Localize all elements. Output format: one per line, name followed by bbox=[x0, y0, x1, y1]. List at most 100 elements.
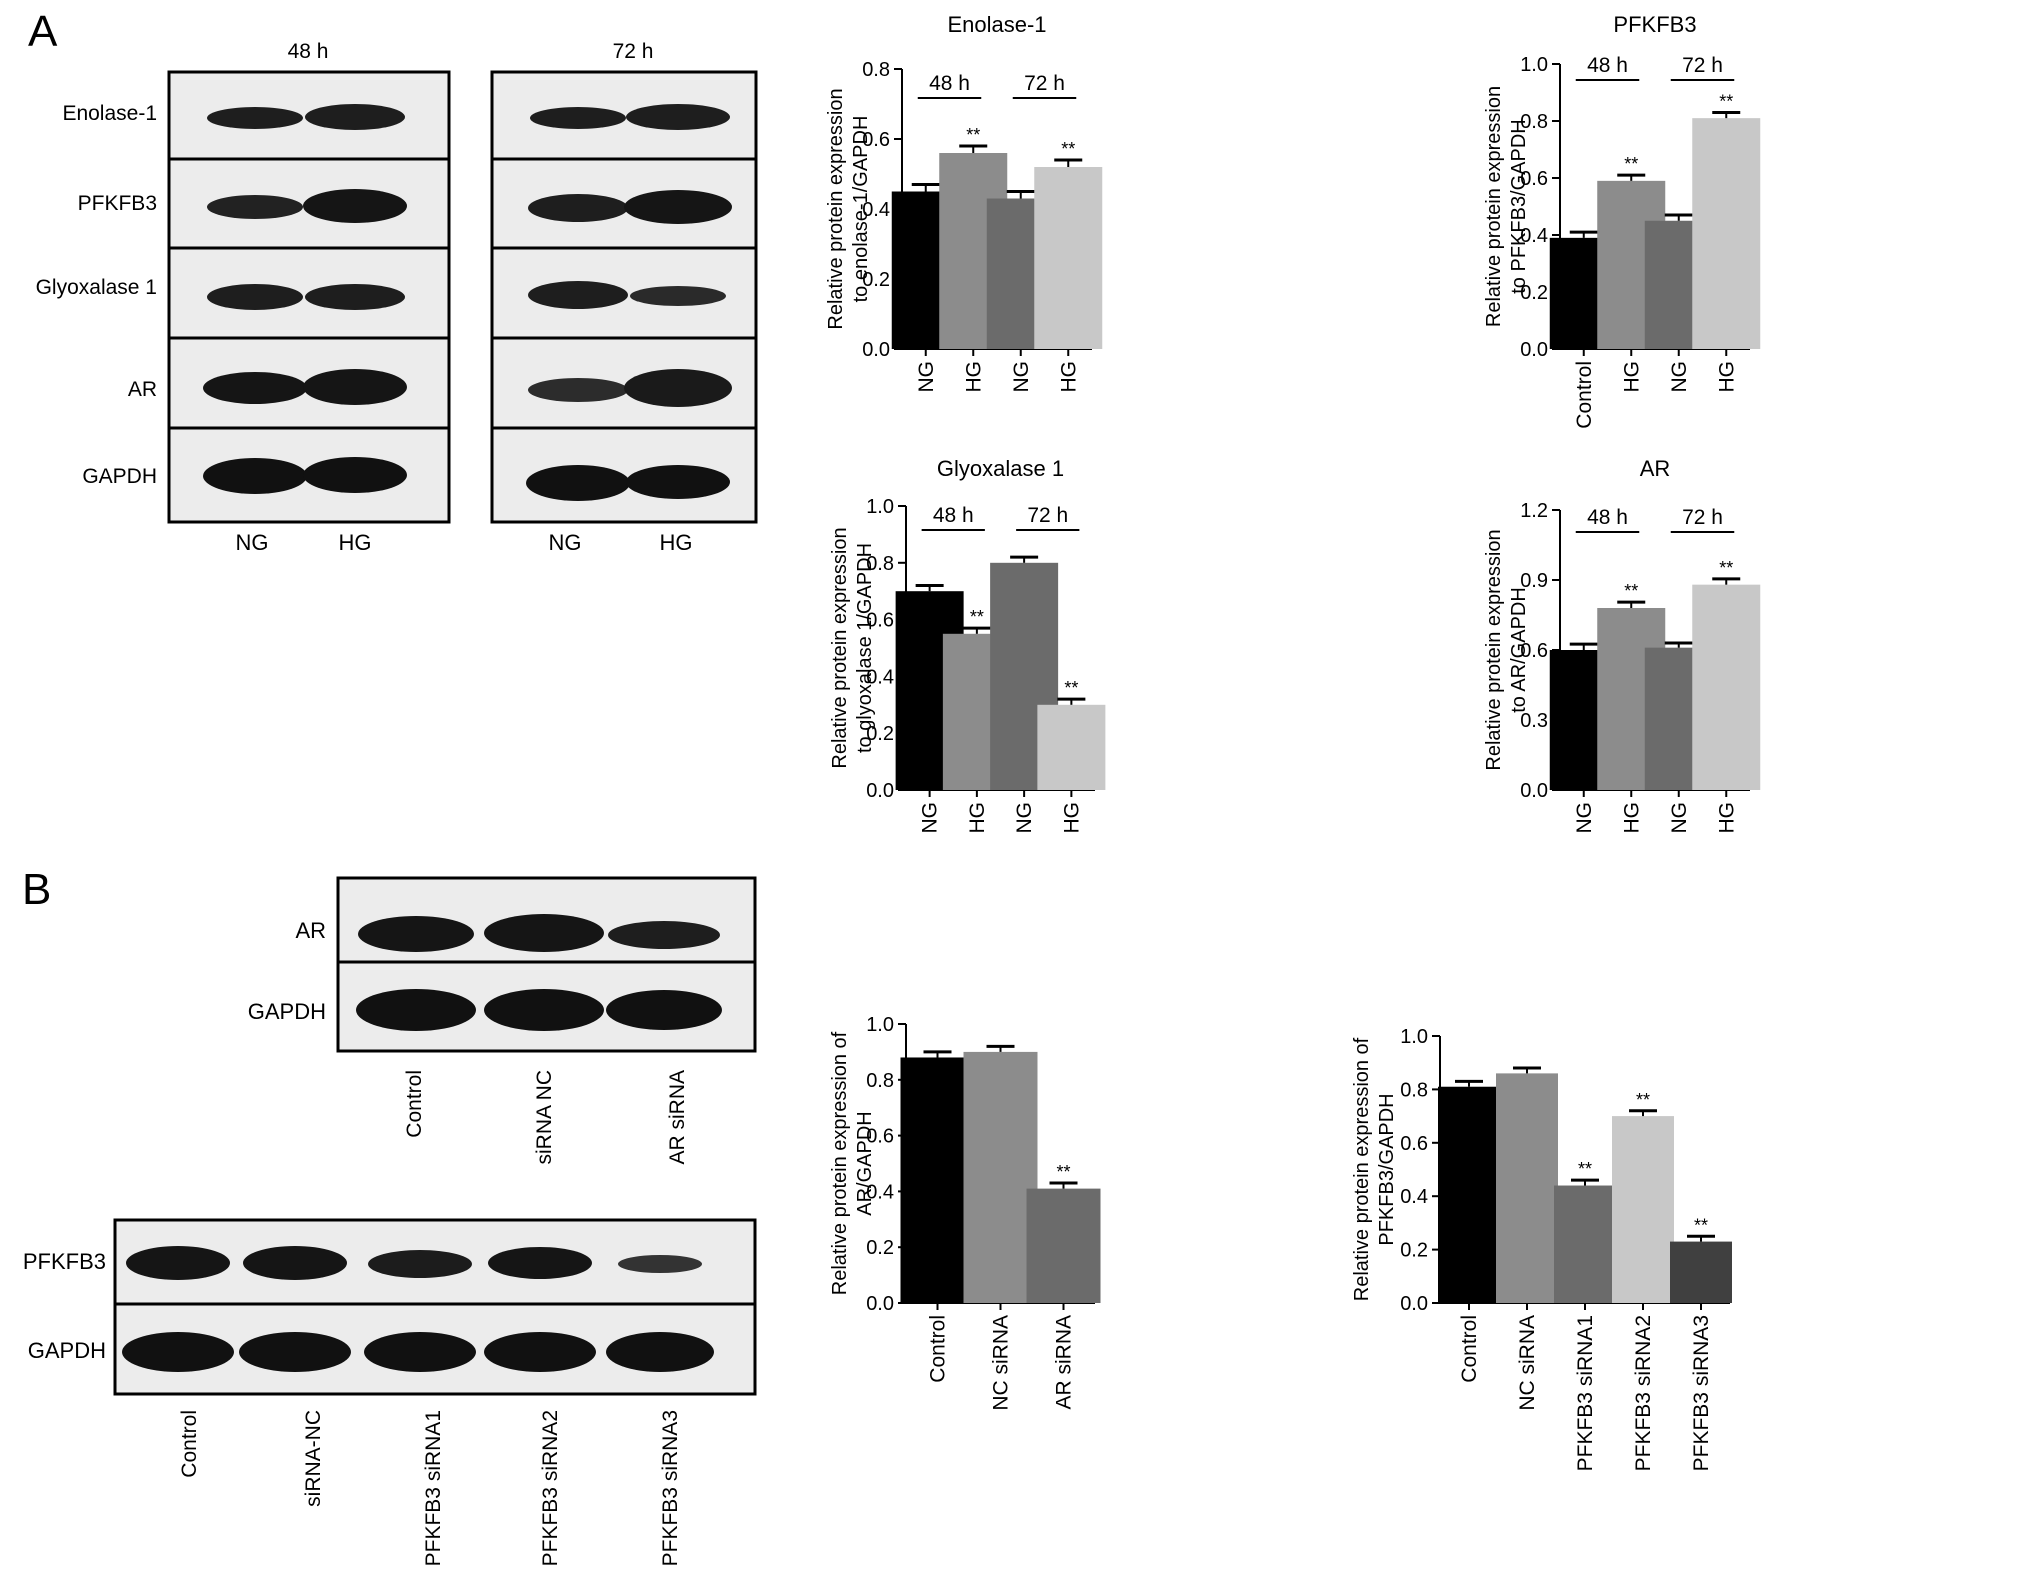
blot-row-label: GAPDH bbox=[28, 1338, 106, 1363]
y-tick-label: 0.8 bbox=[866, 1070, 894, 1092]
error-bar bbox=[1617, 173, 1646, 181]
blot-row-label: AR bbox=[128, 378, 157, 401]
blot-band bbox=[303, 189, 407, 223]
blot-band bbox=[305, 284, 405, 310]
blot-band bbox=[207, 107, 303, 129]
y-axis-label-line: to PFKFB3/GAPDH bbox=[1508, 119, 1530, 294]
y-tick-label: 0.3 bbox=[1520, 710, 1548, 732]
bar-chart-2: PFKFB3 0.0 0.2 0.4 0.6 0.8 1.0 Relative protein… bbox=[1483, 12, 1761, 429]
bar bbox=[1496, 1073, 1558, 1303]
blot-lane-label: PFKFB3 siRNA3 bbox=[659, 1410, 682, 1566]
blot-lane-label: HG bbox=[660, 530, 693, 555]
y-tick-label: 0.0 bbox=[866, 1293, 894, 1315]
blot-band bbox=[356, 989, 476, 1031]
x-tick-label: HG bbox=[962, 361, 985, 393]
blot-lane-label: siRNA-NC bbox=[302, 1410, 325, 1507]
x-tick-label: Control bbox=[1458, 1315, 1481, 1383]
panel-label-b: B bbox=[22, 865, 51, 914]
chart-title: Glyoxalase 1 bbox=[937, 456, 1064, 481]
blot-lane-label: Control bbox=[403, 1070, 426, 1138]
blot-band bbox=[368, 1250, 472, 1278]
blot-band bbox=[608, 921, 720, 949]
blot-b-pfkfb3: PFKFB3 GAPDH Control siRNA-NC PFKFB3 siR… bbox=[23, 1218, 757, 1566]
blot-band bbox=[626, 465, 730, 499]
y-axis-label: Relative protein expression to AR/GAPDH bbox=[1483, 529, 1530, 770]
blot-band bbox=[303, 457, 407, 493]
x-tick-label: Control bbox=[1573, 361, 1596, 429]
error-bar bbox=[1513, 1066, 1541, 1074]
x-tick-label: HG bbox=[1060, 802, 1083, 834]
blot-band bbox=[618, 1255, 702, 1273]
y-axis-label-line: to glyoxalase 1/GAPDH bbox=[854, 543, 876, 753]
blot-band bbox=[626, 104, 730, 130]
y-axis-label: Relative protein expression to glyoxalase… bbox=[829, 527, 876, 768]
y-axis-label-line: to enolase-1/GAPDH bbox=[850, 116, 872, 303]
bar-chart-4: AR 0.0 0.3 0.6 0.9 1.2 Relative protein expres… bbox=[1483, 456, 1761, 834]
blot-row-label: Glyoxalase 1 bbox=[36, 276, 157, 299]
bar-chart-1: Enolase-1 0.0 0.2 0.4 0.6 0.8 Relative protein… bbox=[825, 12, 1103, 393]
blot-row-label: PFKFB3 bbox=[78, 192, 157, 215]
y-tick-label: 0.8 bbox=[1400, 1079, 1428, 1101]
error-bar bbox=[1712, 577, 1741, 585]
y-tick-label: 0.4 bbox=[866, 1181, 894, 1203]
blot-band bbox=[358, 916, 474, 952]
x-tick-label: NG bbox=[1010, 361, 1033, 393]
y-tick-label: 1.0 bbox=[866, 1014, 894, 1036]
blot-lane-label: PFKFB3 siRNA1 bbox=[422, 1410, 445, 1566]
group-label: 48 h bbox=[933, 504, 974, 527]
x-tick-label: NG bbox=[915, 361, 938, 393]
blot-row-label: GAPDH bbox=[248, 999, 326, 1024]
y-tick-label: 0.6 bbox=[1520, 168, 1548, 190]
y-axis-label-line: Relative protein expression bbox=[1483, 86, 1505, 327]
significance-mark: ** bbox=[1624, 154, 1638, 174]
y-tick-label: 0.6 bbox=[866, 610, 894, 632]
x-tick-label: Control bbox=[927, 1315, 950, 1383]
x-tick-label: HG bbox=[1620, 802, 1643, 834]
y-tick-label: 0.8 bbox=[1520, 111, 1548, 133]
blot-band bbox=[203, 458, 307, 494]
y-axis-label: Relative protein expression to enolase-1/… bbox=[825, 88, 872, 329]
y-tick-label: 0.2 bbox=[1400, 1240, 1428, 1262]
x-tick-label: NG bbox=[1668, 802, 1691, 834]
blot-time-label-72h: 72 h bbox=[613, 40, 654, 63]
error-bar bbox=[1054, 158, 1083, 167]
significance-mark: ** bbox=[1636, 1090, 1650, 1110]
error-bar bbox=[962, 626, 991, 634]
blot-band bbox=[243, 1246, 347, 1280]
y-tick-label: 1.0 bbox=[1520, 54, 1548, 76]
bar bbox=[1037, 704, 1106, 790]
y-axis-label-line: to AR/GAPDH bbox=[1508, 587, 1530, 713]
bar bbox=[963, 1051, 1038, 1303]
error-bar bbox=[1687, 1234, 1715, 1242]
blot-band bbox=[488, 1247, 592, 1279]
significance-mark: ** bbox=[1061, 139, 1075, 159]
y-tick-label: 0.4 bbox=[1400, 1186, 1428, 1208]
error-bar bbox=[1629, 1109, 1657, 1117]
blot-band bbox=[606, 1332, 714, 1372]
blot-band bbox=[484, 1332, 596, 1372]
x-tick-label: NC siRNA bbox=[1516, 1315, 1539, 1411]
y-axis-label: Relative protein expression to PFKFB3/GAP… bbox=[1483, 86, 1530, 327]
x-tick-label: NG bbox=[1668, 361, 1691, 393]
x-tick-label: HG bbox=[1620, 361, 1643, 393]
y-tick-label: 0.0 bbox=[1520, 780, 1548, 802]
blot-band bbox=[530, 107, 626, 129]
y-tick-label: 1.2 bbox=[1520, 500, 1548, 522]
chart-title: PFKFB3 bbox=[1613, 12, 1696, 37]
x-tick-label: NG bbox=[919, 802, 942, 834]
significance-mark: ** bbox=[1694, 1215, 1708, 1235]
group-label: 72 h bbox=[1024, 72, 1065, 95]
blot-band bbox=[303, 369, 407, 405]
bar bbox=[1692, 584, 1761, 790]
x-tick-label: HG bbox=[1715, 802, 1738, 834]
blot-band bbox=[624, 369, 732, 407]
error-bar bbox=[1006, 190, 1035, 199]
blot-band bbox=[484, 989, 604, 1031]
blot-a-48h: 48 h Enolase-1 PFKFB3 Glyoxalase 1 AR GA… bbox=[36, 40, 451, 555]
y-axis-label: Relative protein expression of PFKFB3/GAP… bbox=[1351, 1037, 1398, 1301]
group-label: 48 h bbox=[1587, 506, 1628, 529]
y-axis-label-line: Relative protein expression bbox=[825, 88, 847, 329]
blot-band bbox=[126, 1246, 230, 1280]
y-tick-label: 0.0 bbox=[862, 339, 890, 361]
